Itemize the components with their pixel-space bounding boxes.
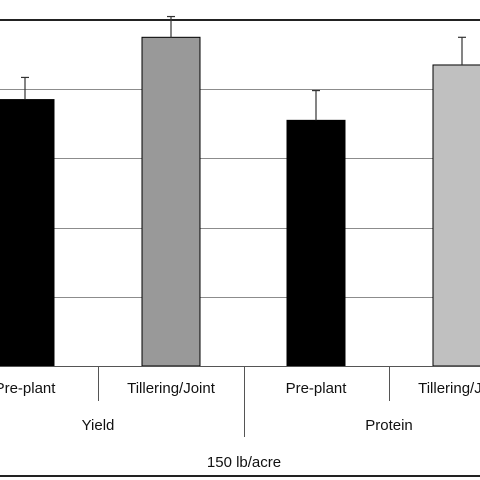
bar-yield-pre-plant bbox=[0, 99, 55, 367]
tick-label: Tillering/Joint bbox=[127, 380, 216, 397]
category-axis bbox=[0, 366, 480, 437]
tick-label: Pre-plant bbox=[286, 380, 348, 397]
bar-protein-pre-plant bbox=[286, 119, 346, 367]
group-axis-label: 150 lb/acre bbox=[207, 454, 281, 471]
tick-label: Pre-plant bbox=[0, 380, 56, 397]
gridlines bbox=[0, 89, 480, 298]
bar-protein-tillering-joint bbox=[432, 64, 480, 367]
error-bars bbox=[21, 15, 466, 121]
category-labels: Pre-plant Tillering/Joint Yield Pre-plant Ti… bbox=[0, 380, 480, 471]
group-label-protein: Protein bbox=[365, 417, 413, 434]
tick-label: Tillering/Joint bbox=[418, 380, 480, 397]
group-label-yield: Yield bbox=[82, 417, 115, 434]
bar-yield-tillering-joint bbox=[141, 36, 201, 367]
bars bbox=[0, 36, 480, 367]
